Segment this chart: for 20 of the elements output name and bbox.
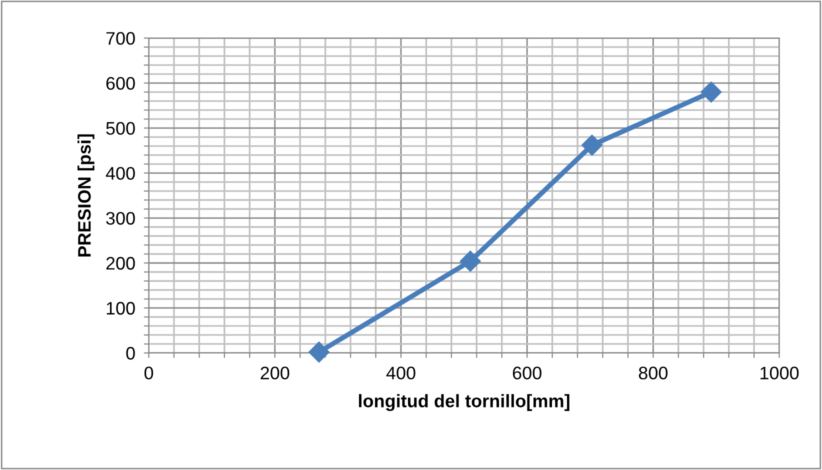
- y-axis-title: PRESION [psi]: [78, 134, 94, 257]
- y-tick-label: 400: [106, 166, 135, 180]
- x-axis-title: longitud del tornillo[mm]: [358, 394, 570, 412]
- point: [460, 250, 481, 272]
- x-tick-label: 600: [512, 366, 542, 380]
- y-tick-label: 600: [106, 76, 135, 90]
- x-tick-label: 400: [386, 366, 416, 380]
- point: [581, 134, 603, 156]
- x-tick-label: 1000: [760, 366, 799, 380]
- y-tick-label: 300: [106, 212, 135, 225]
- y-tick-label: 200: [106, 256, 135, 270]
- y-tick-label: 700: [106, 32, 135, 45]
- y-tick-label: 0: [126, 346, 135, 360]
- point: [308, 342, 330, 363]
- x-tick-label: 800: [638, 366, 668, 380]
- y-tick-label: 500: [106, 122, 135, 135]
- x-tick-label: 200: [260, 366, 290, 380]
- y-tick-label: 100: [106, 302, 135, 315]
- point: [700, 82, 722, 103]
- x-tick-label: 0: [144, 366, 154, 380]
